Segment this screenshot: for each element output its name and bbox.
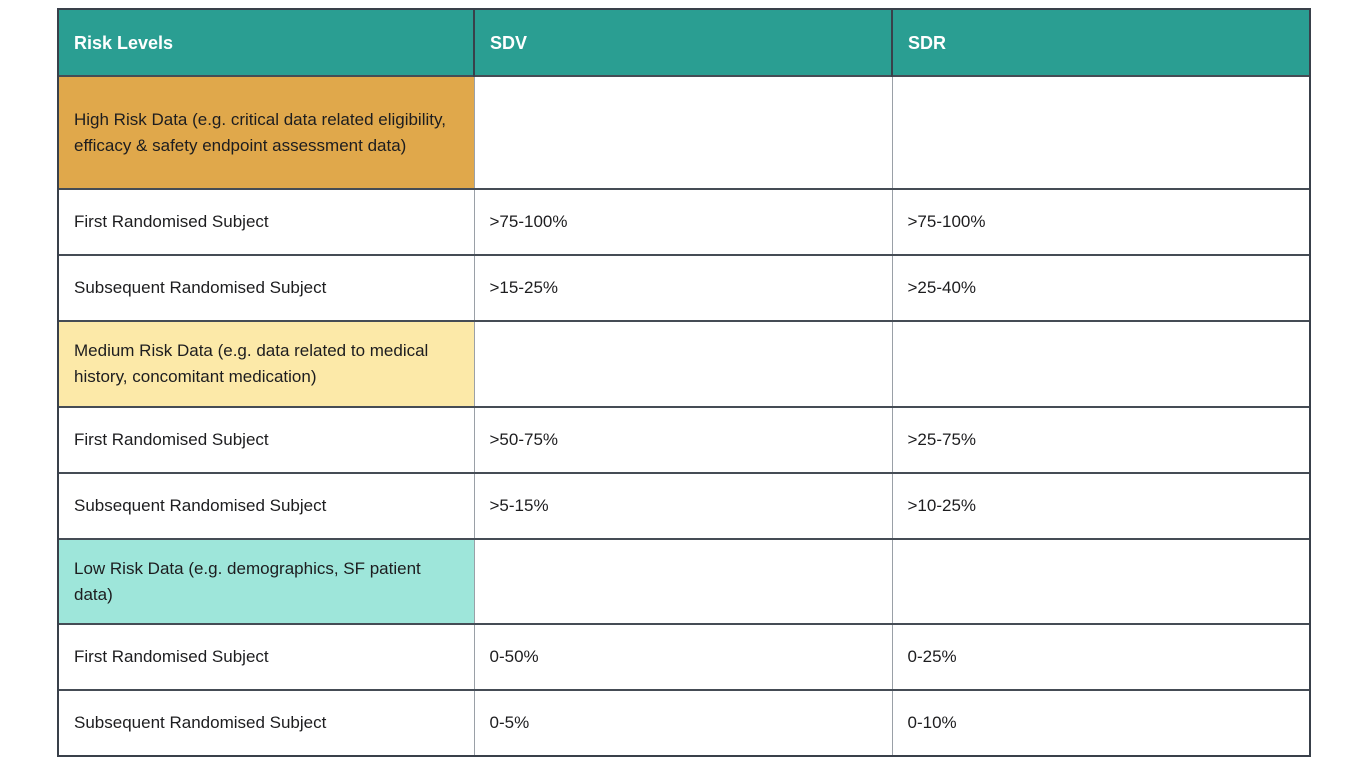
risk-level-cell: First Randomised Subject <box>57 623 474 690</box>
sdr-cell <box>891 320 1311 407</box>
header-cell-sdv: SDV <box>473 8 892 76</box>
header-cell-risk-levels: Risk Levels <box>57 8 474 76</box>
table-row: First Randomised Subject >50-75% >25-75% <box>57 406 1311 473</box>
table-row: Subsequent Randomised Subject >15-25% >2… <box>57 254 1311 321</box>
risk-level-cell: Subsequent Randomised Subject <box>57 689 474 757</box>
category-row-high-risk: High Risk Data (e.g. critical data relat… <box>57 75 1311 189</box>
sdr-cell: >25-40% <box>891 254 1311 321</box>
risk-level-cell: Subsequent Randomised Subject <box>57 472 474 539</box>
sdr-cell: >25-75% <box>891 406 1311 473</box>
sdv-cell: >15-25% <box>473 254 892 321</box>
table-header: Risk Levels SDV SDR <box>57 8 1311 76</box>
table-body: High Risk Data (e.g. critical data relat… <box>57 75 1311 757</box>
sdr-cell: >10-25% <box>891 472 1311 539</box>
sdv-cell <box>473 75 892 189</box>
risk-level-cell: First Randomised Subject <box>57 188 474 255</box>
sdv-cell <box>473 538 892 624</box>
sdr-cell: >75-100% <box>891 188 1311 255</box>
sdv-cell <box>473 320 892 407</box>
table-row: First Randomised Subject >75-100% >75-10… <box>57 188 1311 255</box>
sdr-cell <box>891 538 1311 624</box>
sdv-cell: 0-5% <box>473 689 892 757</box>
table-row: Subsequent Randomised Subject 0-5% 0-10% <box>57 689 1311 757</box>
sdr-cell <box>891 75 1311 189</box>
header-cell-sdr: SDR <box>891 8 1311 76</box>
risk-level-cell: Low Risk Data (e.g. demographics, SF pat… <box>57 538 474 624</box>
table-row: Subsequent Randomised Subject >5-15% >10… <box>57 472 1311 539</box>
risk-level-cell: Subsequent Randomised Subject <box>57 254 474 321</box>
sdr-cell: 0-25% <box>891 623 1311 690</box>
table-row: First Randomised Subject 0-50% 0-25% <box>57 623 1311 690</box>
risk-level-cell: Medium Risk Data (e.g. data related to m… <box>57 320 474 407</box>
risk-levels-table: Risk Levels SDV SDR High Risk Data (e.g.… <box>57 8 1311 757</box>
category-row-medium-risk: Medium Risk Data (e.g. data related to m… <box>57 320 1311 407</box>
risk-level-cell: High Risk Data (e.g. critical data relat… <box>57 75 474 189</box>
sdv-cell: >50-75% <box>473 406 892 473</box>
category-row-low-risk: Low Risk Data (e.g. demographics, SF pat… <box>57 538 1311 624</box>
sdv-cell: >5-15% <box>473 472 892 539</box>
sdv-cell: 0-50% <box>473 623 892 690</box>
sdv-cell: >75-100% <box>473 188 892 255</box>
sdr-cell: 0-10% <box>891 689 1311 757</box>
header-row: Risk Levels SDV SDR <box>57 8 1311 76</box>
risk-level-cell: First Randomised Subject <box>57 406 474 473</box>
